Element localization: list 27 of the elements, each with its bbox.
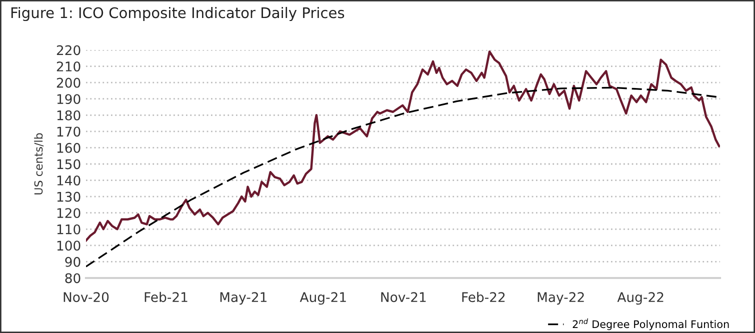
x-tick-label: Aug-22 [617, 292, 664, 305]
y-axis-title: US cents/lb [34, 133, 44, 194]
x-tick-label: May-21 [220, 292, 266, 305]
x-tick-label: Aug-21 [300, 292, 346, 305]
x-tick-label: Nov-20 [64, 292, 109, 302]
x-tick-label: Nov-21 [381, 292, 426, 302]
y-tick-label: 210 [56, 62, 80, 72]
y-tick-label: 200 [56, 78, 80, 88]
y-tick-label: 180 [57, 110, 80, 120]
y-tick-label: 190 [57, 94, 80, 104]
x-tick-label: Feb-21 [144, 292, 188, 302]
y-tick-label: 80 [65, 273, 80, 284]
y-tick-label: 150 [57, 159, 80, 170]
y-tick-label: 120 [57, 208, 80, 218]
y-tick-label: 140 [57, 176, 80, 186]
y-tick-label: 160 [57, 142, 80, 153]
y-tick-label: 110 [57, 224, 80, 234]
line-series [86, 50, 720, 242]
y-tick-label: 220 [56, 45, 80, 56]
y-tick-label: 90 [65, 256, 80, 267]
y-tick-label: 100 [57, 240, 80, 251]
x-tick-label: Feb-22 [462, 292, 505, 302]
x-tick-label: May-22 [538, 292, 584, 305]
chart-title: Figure 1: ICO Composite Indicator Daily Prices [11, 6, 344, 22]
y-tick-label: 170 [57, 126, 80, 137]
y-tick-label: 130 [57, 192, 80, 202]
legend-label: 2$^{nd}$ Degree Polynomal Funtion [572, 318, 729, 330]
